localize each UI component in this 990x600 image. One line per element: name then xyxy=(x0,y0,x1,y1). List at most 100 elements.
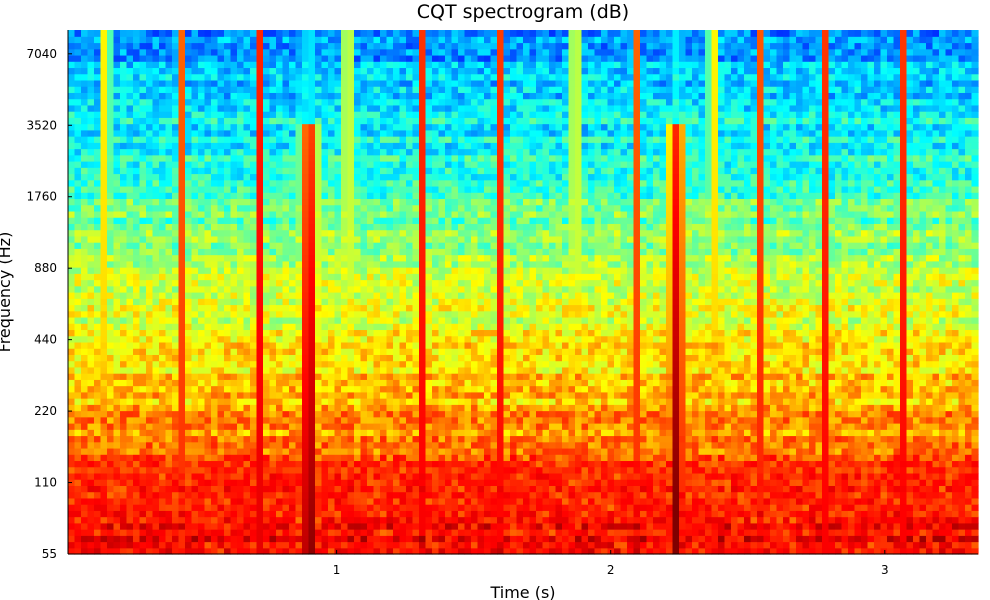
heatmap-cell xyxy=(263,292,271,299)
heatmap-cell xyxy=(243,497,251,505)
heatmap-cell xyxy=(354,92,362,100)
heatmap-cell xyxy=(386,466,394,474)
heatmap-cell xyxy=(451,435,459,443)
heatmap-cell xyxy=(302,329,310,337)
heatmap-cell xyxy=(445,142,453,150)
heatmap-cell xyxy=(438,73,446,81)
heatmap-cell xyxy=(263,466,271,474)
heatmap-cell xyxy=(211,235,219,243)
heatmap-cell xyxy=(217,360,225,368)
heatmap-cell xyxy=(217,466,225,474)
heatmap-cell xyxy=(250,329,258,337)
heatmap-cell xyxy=(126,254,134,262)
heatmap-cell xyxy=(211,460,219,468)
heatmap-cell xyxy=(406,341,414,349)
heatmap-cell xyxy=(334,192,342,200)
heatmap-cell xyxy=(94,198,102,206)
heatmap-cell xyxy=(100,323,108,331)
heatmap-cell xyxy=(146,485,154,493)
heatmap-cell xyxy=(367,179,375,187)
heatmap-cell xyxy=(432,485,440,493)
heatmap-cell xyxy=(347,529,355,536)
heatmap-cell xyxy=(432,223,440,231)
heatmap-cell xyxy=(282,267,290,274)
heatmap-cell xyxy=(425,504,433,511)
heatmap-cell xyxy=(224,398,232,405)
heatmap-cell xyxy=(152,42,160,50)
heatmap-cell xyxy=(360,472,368,480)
heatmap-cell xyxy=(120,304,128,312)
heatmap-cell xyxy=(211,217,219,224)
heatmap-cell xyxy=(419,42,427,50)
heatmap-cell xyxy=(406,410,414,418)
heatmap-cell xyxy=(107,504,115,511)
heatmap-cell xyxy=(347,123,355,131)
heatmap-cell xyxy=(412,86,420,93)
heatmap-cell xyxy=(341,111,349,118)
heatmap-cell xyxy=(204,429,212,437)
heatmap-cell xyxy=(367,217,375,224)
heatmap-cell xyxy=(269,73,277,81)
heatmap-cell xyxy=(198,129,206,137)
heatmap-cell xyxy=(367,279,375,287)
heatmap-cell xyxy=(432,154,440,162)
heatmap-cell xyxy=(295,61,303,69)
heatmap-cell xyxy=(432,161,440,168)
heatmap-cell xyxy=(308,73,316,81)
heatmap-cell xyxy=(360,204,368,212)
heatmap-cell xyxy=(100,67,108,75)
heatmap-cell xyxy=(406,423,414,430)
heatmap-cell xyxy=(263,398,271,405)
heatmap-cell xyxy=(256,398,264,405)
heatmap-cell xyxy=(282,48,290,56)
heatmap-cell xyxy=(68,398,76,405)
heatmap-cell xyxy=(191,423,199,430)
heatmap-cell xyxy=(289,148,297,156)
heatmap-cell xyxy=(224,223,232,231)
heatmap-cell xyxy=(256,404,264,412)
heatmap-cell xyxy=(308,447,316,455)
heatmap-cell xyxy=(139,354,147,362)
heatmap-cell xyxy=(133,354,141,362)
heatmap-cell xyxy=(302,61,310,69)
heatmap-cell xyxy=(243,161,251,168)
heatmap-cell xyxy=(269,198,277,206)
heatmap-cell xyxy=(250,472,258,480)
heatmap-cell xyxy=(204,161,212,168)
heatmap-cell xyxy=(289,79,297,87)
heatmap-cell xyxy=(373,61,381,69)
heatmap-cell xyxy=(165,485,173,493)
heatmap-cell xyxy=(68,416,76,424)
heatmap-cell xyxy=(334,179,342,187)
heatmap-cell xyxy=(315,204,323,212)
heatmap-cell xyxy=(237,198,245,206)
heatmap-cell xyxy=(139,154,147,162)
heatmap-cell xyxy=(74,273,82,281)
heatmap-cell xyxy=(211,42,219,50)
heatmap-cell xyxy=(224,472,232,480)
heatmap-cell xyxy=(198,416,206,424)
heatmap-cell xyxy=(224,167,232,175)
heatmap-cell xyxy=(165,273,173,281)
heatmap-cell xyxy=(113,123,121,131)
heatmap-cell xyxy=(250,279,258,287)
heatmap-cell xyxy=(120,410,128,418)
heatmap-cell xyxy=(412,479,420,486)
heatmap-cell xyxy=(230,472,238,480)
heatmap-cell xyxy=(399,485,407,493)
heatmap-cell xyxy=(341,86,349,93)
heatmap-cell xyxy=(74,167,82,175)
heatmap-cell xyxy=(360,316,368,324)
heatmap-cell xyxy=(438,435,446,443)
heatmap-cell xyxy=(191,373,199,380)
heatmap-cell xyxy=(308,242,316,249)
heatmap-cell xyxy=(334,73,342,81)
heatmap-cell xyxy=(224,510,232,518)
heatmap-cell xyxy=(198,398,206,405)
heatmap-cell xyxy=(276,54,284,62)
heatmap-cell xyxy=(250,529,258,536)
heatmap-cell xyxy=(308,148,316,156)
heatmap-cell xyxy=(269,341,277,349)
heatmap-cell xyxy=(328,529,336,536)
heatmap-cell xyxy=(126,229,134,237)
